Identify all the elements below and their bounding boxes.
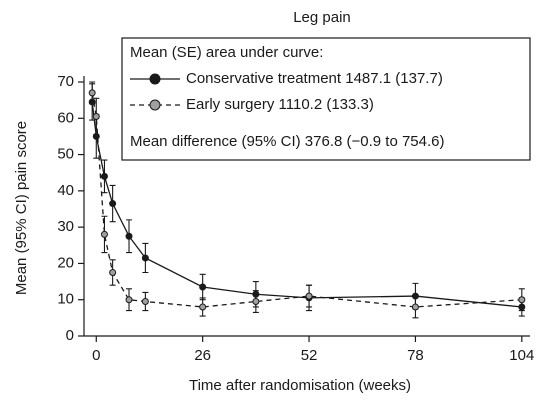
x-axis-label: Time after randomisation (weeks) — [189, 377, 411, 394]
legend-title: Mean (SE) area under curve: — [130, 44, 323, 61]
data-point — [141, 254, 149, 262]
annotation: Mean difference (95% CI) 376.8 (−0.9 to … — [130, 133, 445, 150]
data-point — [88, 89, 96, 97]
data-point — [305, 292, 313, 300]
legend-box — [121, 37, 531, 161]
x-tick-label: 52 — [301, 347, 318, 364]
y-tick-label: 50 — [57, 146, 74, 163]
data-point — [100, 230, 108, 238]
data-point — [252, 298, 260, 306]
y-tick-label: 0 — [66, 327, 74, 344]
y-tick-label: 10 — [57, 291, 74, 308]
chart-title: Leg pain — [293, 9, 351, 26]
x-tick-label: 0 — [92, 347, 100, 364]
x-tick-label: 26 — [194, 347, 211, 364]
legend-marker — [149, 73, 161, 85]
y-tick-label: 40 — [57, 182, 74, 199]
y-tick-label: 20 — [57, 254, 74, 271]
data-point — [100, 172, 108, 180]
data-point — [199, 303, 207, 311]
y-axis-label: Mean (95% CI) pain score — [13, 121, 30, 295]
data-point — [199, 283, 207, 291]
data-point — [411, 303, 419, 311]
data-point — [92, 112, 100, 120]
x-tick-label: 78 — [407, 347, 424, 364]
y-tick-label: 70 — [57, 73, 74, 90]
y-tick-label: 30 — [57, 218, 74, 235]
data-point — [109, 200, 117, 208]
data-point — [518, 296, 526, 304]
y-tick-label: 60 — [57, 109, 74, 126]
x-tick-label: 104 — [509, 347, 534, 364]
data-point — [125, 232, 133, 240]
data-point — [141, 298, 149, 306]
data-point — [125, 296, 133, 304]
legend-label: Early surgery 1110.2 (133.3) — [186, 96, 374, 113]
data-point — [109, 269, 117, 276]
legend-label: Conservative treatment 1487.1 (137.7) — [186, 70, 443, 87]
legend-marker — [149, 99, 161, 111]
